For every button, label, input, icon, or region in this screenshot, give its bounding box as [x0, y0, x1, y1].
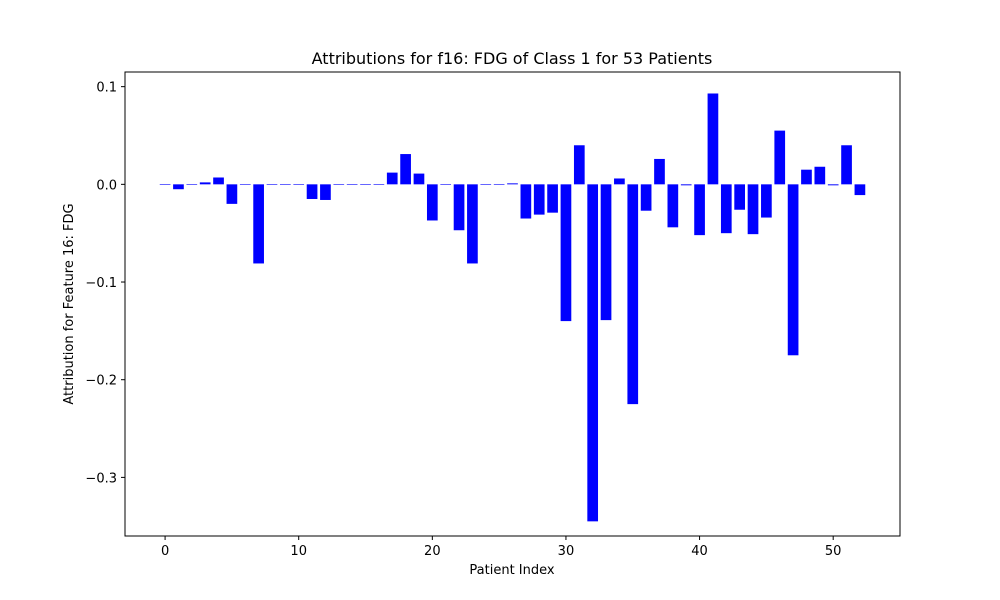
y-tick-label: −0.2: [85, 374, 117, 389]
plot-frame: [124, 71, 901, 537]
bar-patient-13: [333, 184, 345, 185]
x-tick-label: 40: [691, 544, 708, 559]
bar-patient-5: [226, 184, 238, 204]
bar-patient-43: [734, 184, 745, 210]
bar-patient-21: [440, 184, 452, 185]
bar-patient-40: [694, 184, 705, 236]
bar-patient-46: [774, 130, 786, 185]
bar-patient-51: [841, 145, 852, 185]
bar-patient-10: [293, 184, 305, 185]
bar-patient-44: [747, 184, 759, 235]
y-axis-label: Attribution for Feature 16: FDG: [62, 203, 77, 404]
bar-patient-31: [573, 145, 585, 185]
chart-title: Attributions for f16: FDG of Class 1 for…: [312, 49, 713, 68]
y-tick-label: −0.1: [85, 276, 117, 291]
bar-patient-35: [627, 184, 639, 405]
bar-patient-45: [761, 184, 772, 218]
bar-patient-27: [520, 184, 532, 219]
bar-patient-49: [814, 166, 826, 185]
x-axis: 0 10 20 30 40 50: [161, 536, 842, 559]
bar-patient-15: [360, 184, 371, 185]
bar-patient-8: [266, 184, 278, 185]
bar-patient-1: [173, 184, 184, 190]
bar-patient-11: [306, 184, 318, 199]
y-tick-label: 0.0: [96, 178, 117, 193]
x-tick-label: 20: [424, 544, 441, 559]
bar-patient-12: [320, 184, 331, 200]
bar-patient-33: [600, 184, 612, 321]
bar-patient-26: [507, 183, 518, 185]
bar-patient-25: [493, 184, 505, 185]
bar-patient-14: [346, 184, 358, 185]
bar-patient-38: [667, 184, 679, 228]
bar-patient-29: [547, 184, 558, 213]
bar-patient-37: [654, 158, 665, 185]
bar-patient-4: [213, 177, 224, 185]
bars: [159, 93, 866, 522]
bar-patient-36: [640, 184, 652, 211]
bar-patient-0: [159, 184, 171, 185]
bar-patient-48: [801, 169, 812, 185]
y-tick-label: 0.1: [96, 81, 117, 96]
bar-patient-18: [400, 154, 411, 185]
bar-patient-23: [467, 184, 478, 264]
x-axis-label: Patient Index: [469, 563, 554, 578]
x-tick-label: 30: [558, 544, 575, 559]
bar-patient-19: [413, 173, 425, 185]
bar-patient-3: [199, 182, 211, 185]
bar-patient-28: [533, 184, 545, 215]
bar-patient-47: [787, 184, 799, 356]
bar-patient-42: [720, 184, 732, 234]
y-axis: 0.1 0.0 −0.1 −0.2 −0.3: [85, 81, 125, 486]
bar-patient-9: [280, 184, 291, 185]
bar-patient-17: [386, 172, 398, 185]
y-tick-label: −0.3: [85, 471, 117, 486]
bar-patient-2: [186, 184, 198, 185]
bar-patient-34: [614, 178, 625, 185]
bar-patient-39: [680, 184, 692, 186]
x-tick-label: 0: [161, 544, 169, 559]
bar-patient-30: [560, 184, 572, 322]
bar-patient-32: [587, 184, 599, 522]
bar-patient-6: [239, 184, 251, 185]
bar-patient-16: [373, 184, 385, 185]
bar-patient-41: [707, 93, 719, 185]
bar-patient-20: [426, 184, 438, 221]
x-tick-label: 10: [290, 544, 307, 559]
bar-patient-24: [480, 184, 492, 185]
bar-patient-50: [827, 184, 839, 186]
bar-patient-7: [253, 184, 264, 264]
bar-patient-52: [854, 184, 866, 196]
x-tick-label: 50: [825, 544, 842, 559]
bar-patient-22: [453, 184, 465, 231]
